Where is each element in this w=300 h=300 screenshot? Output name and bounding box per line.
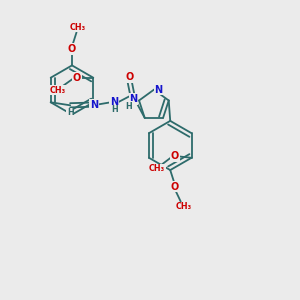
Text: CH₃: CH₃ [69, 23, 85, 32]
Text: CH₃: CH₃ [149, 164, 165, 173]
Text: CH₃: CH₃ [176, 202, 192, 211]
Text: O: O [68, 44, 76, 54]
Text: N: N [154, 85, 163, 95]
Text: O: O [73, 73, 81, 83]
Text: CH₃: CH₃ [49, 86, 65, 95]
Text: H: H [125, 102, 132, 111]
Text: O: O [171, 182, 179, 192]
Text: N: N [130, 94, 138, 104]
Text: H: H [67, 108, 74, 117]
Text: O: O [171, 151, 179, 161]
Text: H: H [111, 105, 118, 114]
Text: N: N [90, 100, 98, 110]
Text: N: N [110, 97, 118, 107]
Text: O: O [125, 72, 134, 82]
